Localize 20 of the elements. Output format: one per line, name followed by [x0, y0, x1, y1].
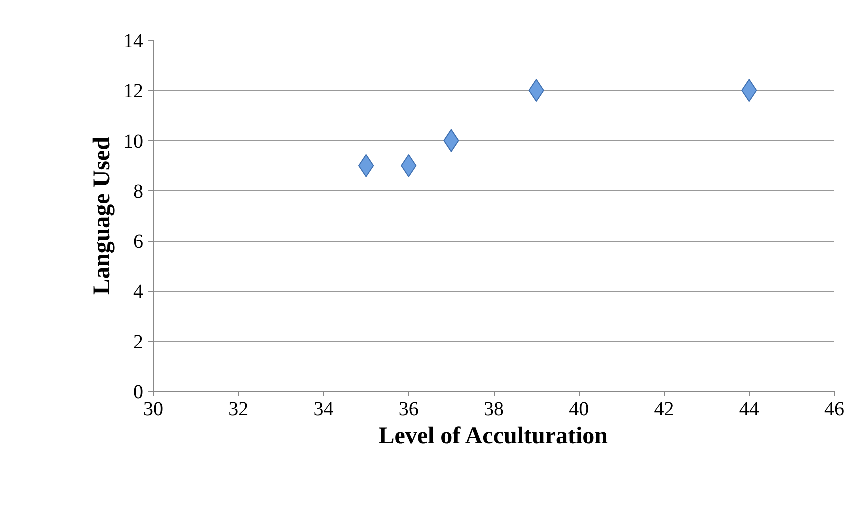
x-tick-label: 32: [228, 398, 249, 420]
y-axis-title: Language Used: [90, 136, 116, 296]
x-tick-label: 36: [398, 398, 419, 420]
x-tick-label: 46: [824, 398, 844, 420]
y-tick-label: 12: [124, 80, 144, 103]
x-tick-label: 30: [144, 398, 164, 420]
x-tick-label: 44: [739, 398, 760, 420]
x-tick-label: 40: [569, 398, 590, 420]
y-tick-label: 2: [134, 331, 144, 354]
y-tick-label: 4: [134, 281, 144, 304]
y-tick-label: 0: [134, 382, 144, 404]
y-tick-label: 14: [124, 30, 144, 52]
y-tick-label: 8: [134, 180, 144, 203]
point: [358, 154, 374, 178]
y-tick-label: 10: [124, 130, 144, 153]
x-tick-label: 34: [314, 398, 334, 420]
x-tick-label: 42: [654, 398, 674, 420]
x-tick-label: 38: [484, 398, 504, 420]
y-tick-label: 6: [134, 231, 144, 254]
x-axis-title: Level of Acculturation: [378, 424, 608, 450]
